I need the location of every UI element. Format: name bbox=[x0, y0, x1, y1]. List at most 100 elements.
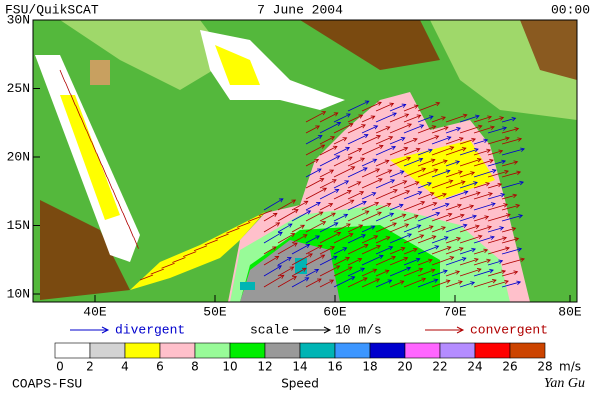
wind-arrowhead bbox=[501, 159, 507, 165]
wind-arrow bbox=[375, 179, 395, 189]
lon-label: 40E bbox=[83, 304, 107, 319]
wind-arrow bbox=[501, 258, 525, 266]
wind-arrow bbox=[403, 224, 421, 233]
wind-arrowhead bbox=[388, 246, 394, 251]
wind-arrow bbox=[291, 210, 311, 222]
colorbar-title: Speed bbox=[281, 377, 319, 391]
wind-arrow bbox=[305, 211, 323, 222]
wind-arrow bbox=[277, 209, 299, 222]
wind-arrow bbox=[445, 214, 465, 222]
wind-arrow bbox=[403, 138, 418, 145]
wind-arrowhead bbox=[356, 181, 362, 186]
wind-arrow bbox=[291, 244, 310, 255]
wind-arrow bbox=[417, 225, 434, 233]
colorbar-cell bbox=[509, 342, 546, 359]
wind-arrow bbox=[333, 247, 347, 255]
wind-arrow bbox=[319, 222, 338, 233]
wind-arrowhead bbox=[499, 226, 505, 231]
wind-arrow bbox=[501, 181, 524, 189]
wind-arrow bbox=[333, 214, 348, 222]
wind-arrowhead bbox=[400, 137, 406, 142]
wind-arrow bbox=[431, 236, 449, 244]
wind-arrow bbox=[347, 258, 362, 266]
wind-arrowhead bbox=[330, 246, 335, 251]
wind-arrowhead bbox=[404, 113, 410, 118]
wind-arrowhead bbox=[444, 202, 450, 208]
wind-arrowhead bbox=[373, 125, 379, 130]
wind-arrow bbox=[75, 105, 82, 118]
wind-arrowhead bbox=[486, 258, 492, 264]
wind-arrowhead bbox=[415, 147, 421, 153]
wind-arrow bbox=[375, 103, 394, 112]
wind-arrow bbox=[204, 239, 218, 246]
wind-arrowhead bbox=[363, 133, 369, 139]
wind-arrow bbox=[389, 223, 409, 233]
wind-arrow bbox=[459, 138, 476, 145]
colorbar-label: 8 bbox=[191, 360, 199, 374]
wind-arrowhead bbox=[384, 269, 390, 274]
wind-arrow bbox=[305, 187, 327, 200]
wind-arrowhead bbox=[360, 267, 366, 272]
wind-arrow bbox=[417, 212, 440, 222]
wind-arrow bbox=[319, 265, 340, 277]
wind-arrowhead bbox=[476, 158, 482, 163]
wind-arrowhead bbox=[399, 170, 405, 175]
colorbar-cell bbox=[229, 342, 266, 359]
wind-arrowhead bbox=[483, 138, 489, 143]
wind-arrowhead bbox=[348, 233, 354, 238]
wind-arrowhead bbox=[515, 203, 521, 209]
wind-arrowhead bbox=[335, 265, 341, 270]
wind-arrow bbox=[263, 222, 280, 233]
wind-arrow bbox=[389, 104, 406, 112]
wind-arrow bbox=[501, 238, 519, 244]
wind-arrowhead bbox=[317, 168, 322, 173]
wind-arrow bbox=[361, 278, 380, 288]
wind-arrowhead bbox=[502, 236, 508, 241]
wind-arrow bbox=[501, 227, 516, 233]
wind-arrowhead bbox=[398, 203, 404, 208]
wind-arrowhead bbox=[378, 178, 383, 183]
colorbar-label: 4 bbox=[121, 360, 129, 374]
wind-arrowhead bbox=[346, 223, 351, 228]
wind-arrowhead bbox=[287, 257, 292, 262]
wind-arrow bbox=[305, 135, 323, 145]
convergent-arrow bbox=[456, 326, 465, 334]
wind-arrowhead bbox=[401, 103, 407, 108]
wind-arrow bbox=[459, 215, 477, 222]
wind-arrow bbox=[459, 125, 482, 134]
wind-arrow bbox=[445, 247, 464, 255]
wind-arrow bbox=[291, 224, 305, 233]
wind-arrow bbox=[263, 265, 282, 277]
wind-arrowhead bbox=[374, 201, 380, 207]
wind-arrow bbox=[473, 279, 497, 288]
wind-arrow bbox=[361, 101, 382, 112]
wind-arrow bbox=[333, 137, 347, 145]
wind-arrow bbox=[403, 181, 420, 189]
wind-arrow bbox=[277, 266, 294, 277]
wind-arrowhead bbox=[334, 188, 340, 193]
colorbar-label: 6 bbox=[156, 360, 164, 374]
wind-arrow bbox=[361, 145, 384, 156]
wind-arrow bbox=[403, 201, 425, 211]
colorbar-cell bbox=[474, 342, 511, 359]
wind-arrowhead bbox=[387, 169, 393, 174]
wind-arrow bbox=[319, 155, 340, 167]
wind-arrowhead bbox=[278, 198, 284, 203]
colorbar-cell bbox=[194, 342, 231, 359]
wind-arrowhead bbox=[484, 215, 490, 220]
wind-arrow bbox=[347, 100, 369, 112]
wind-arrow bbox=[319, 112, 338, 123]
wind-arrowhead bbox=[363, 243, 369, 249]
wind-arrowhead bbox=[370, 225, 376, 230]
wind-arrow bbox=[333, 113, 351, 123]
land-low bbox=[60, 20, 230, 90]
wind-arrow bbox=[501, 148, 525, 156]
wind-arrowhead bbox=[317, 135, 323, 140]
wind-arrow bbox=[375, 256, 396, 266]
wind-arrow bbox=[305, 269, 319, 277]
wind-arrow bbox=[487, 183, 502, 189]
wind-arrow bbox=[80, 117, 87, 130]
wind-arrowhead bbox=[404, 223, 410, 228]
wind-arrow bbox=[459, 268, 482, 277]
wind-arrowhead bbox=[289, 266, 295, 271]
